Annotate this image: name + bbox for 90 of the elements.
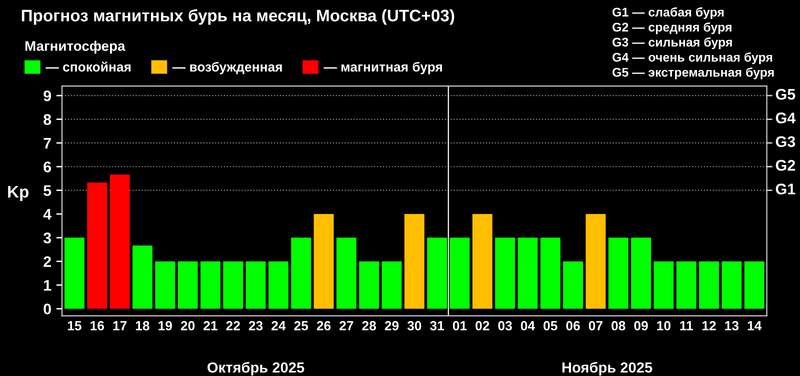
text: G2 — средняя буря xyxy=(612,22,732,34)
x-tick-label: 31 xyxy=(430,321,444,330)
legend-label: — спокойная xyxy=(46,62,131,72)
bar xyxy=(654,261,674,309)
bar xyxy=(608,238,628,309)
x-tick-label: 03 xyxy=(498,321,512,330)
x-tick-label: 27 xyxy=(340,321,354,330)
x-tick-label: 26 xyxy=(316,321,331,330)
bar xyxy=(404,214,424,309)
legend-label: — магнитная буря xyxy=(324,62,442,74)
text: G4 — очень сильная буря xyxy=(612,52,772,64)
bar xyxy=(472,214,492,309)
x-tick-label: 01 xyxy=(452,321,467,330)
bar xyxy=(427,238,448,309)
x-tick-label: 11 xyxy=(680,321,693,330)
x-tick-label: 10 xyxy=(657,321,670,330)
bar xyxy=(699,261,719,309)
y-tick-label: 2 xyxy=(44,256,51,267)
bar xyxy=(631,238,651,309)
x-tick-label: 02 xyxy=(476,321,490,330)
text: Октябрь 2025 xyxy=(208,362,304,376)
bar xyxy=(359,261,380,309)
x-tick-label: 13 xyxy=(725,321,739,330)
text: G1 — слабая буря xyxy=(612,7,724,20)
bar xyxy=(87,182,108,309)
x-tick-label: 25 xyxy=(294,321,308,330)
bar xyxy=(132,246,152,309)
text: G5 — экстремальная буря xyxy=(612,67,774,80)
x-tick-label: 21 xyxy=(204,321,218,330)
ref-line-label: G2 xyxy=(776,160,796,171)
x-tick-label: 24 xyxy=(272,321,286,330)
x-tick-label: 06 xyxy=(566,321,580,330)
y-axis-title: Kp xyxy=(8,186,29,201)
bar xyxy=(586,214,606,309)
y-tick-label: 1 xyxy=(44,280,52,291)
chart-title: Прогноз магнитных бурь на месяц, Москва (UTC+03) xyxy=(22,9,454,25)
y-tick-label: 0 xyxy=(44,304,51,314)
bar xyxy=(291,238,312,309)
x-tick-label: 07 xyxy=(588,321,602,330)
bar xyxy=(178,261,198,309)
y-tick-label: 6 xyxy=(44,162,52,172)
bar xyxy=(676,261,696,309)
bar xyxy=(314,214,334,309)
x-tick-label: 22 xyxy=(226,321,240,330)
text: Ноябрь 2025 xyxy=(562,362,652,376)
y-tick-label: 8 xyxy=(44,114,52,125)
ref-line-label: G3 xyxy=(776,136,796,148)
bar xyxy=(540,238,560,309)
x-tick-label: 30 xyxy=(407,321,422,330)
x-tick-label: 08 xyxy=(612,321,626,330)
x-tick-label: 28 xyxy=(362,321,376,330)
bar xyxy=(110,174,130,309)
legend-title: Магнитосфера xyxy=(25,40,126,54)
y-tick-label: 7 xyxy=(44,138,51,148)
bar xyxy=(495,238,516,309)
x-tick-label: 09 xyxy=(634,321,648,330)
bar xyxy=(268,261,288,309)
x-tick-label: 20 xyxy=(180,321,195,330)
bar xyxy=(518,238,538,309)
y-tick-label: 5 xyxy=(44,185,52,196)
ref-line-label: G5 xyxy=(776,88,796,100)
x-tick-label: 04 xyxy=(520,321,535,330)
bar xyxy=(64,238,84,309)
x-tick-label: 12 xyxy=(702,321,716,330)
bar xyxy=(382,261,402,309)
bar xyxy=(336,238,356,309)
x-tick-label: 23 xyxy=(248,321,263,330)
x-tick-label: 05 xyxy=(544,321,558,330)
bar xyxy=(246,261,266,309)
y-tick-label: 9 xyxy=(44,90,52,102)
bar xyxy=(200,261,220,309)
x-tick-label: 14 xyxy=(748,321,762,330)
bar xyxy=(744,261,764,309)
ref-line-label: G1 xyxy=(776,184,796,194)
x-tick-label: 29 xyxy=(384,321,399,330)
bar xyxy=(722,261,742,309)
ref-line-label: G4 xyxy=(776,112,796,124)
x-tick-label: 17 xyxy=(113,321,127,330)
x-tick-label: 18 xyxy=(136,321,150,330)
bar xyxy=(155,261,176,309)
x-tick-label: 16 xyxy=(90,321,104,330)
text: G3 — сильная буря xyxy=(612,37,732,50)
bar xyxy=(223,261,244,309)
y-tick-label: 4 xyxy=(43,209,52,220)
x-tick-label: 19 xyxy=(158,321,172,330)
bar xyxy=(450,238,470,309)
x-tick-label: 15 xyxy=(68,321,82,330)
legend-label: — возбужденная xyxy=(172,62,282,74)
bar xyxy=(563,261,584,309)
y-tick-label: 3 xyxy=(43,232,52,244)
